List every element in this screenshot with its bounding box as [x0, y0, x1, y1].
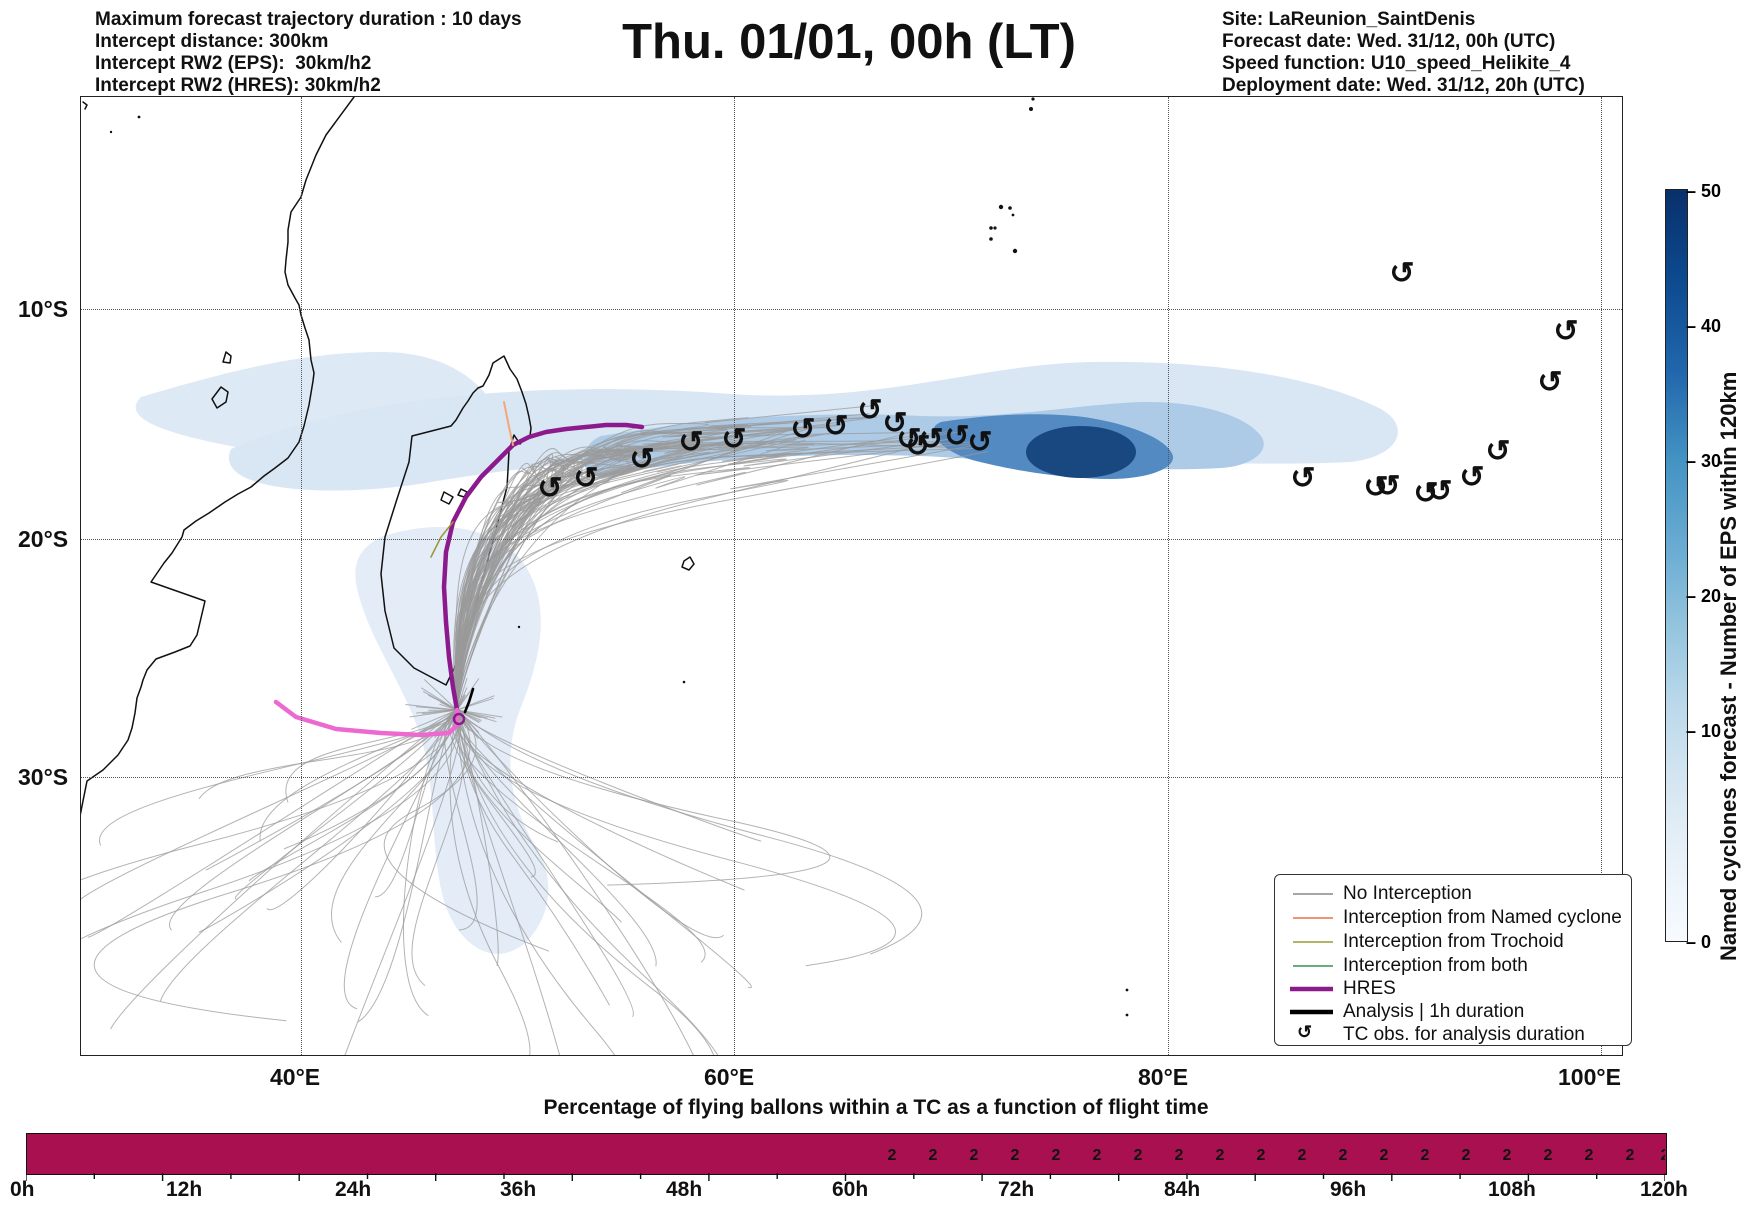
svg-text:2: 2: [1175, 1147, 1184, 1164]
svg-text:2: 2: [1661, 1147, 1665, 1164]
svg-text:2: 2: [1298, 1147, 1307, 1164]
svg-text:2: 2: [1626, 1147, 1635, 1164]
svg-text:2: 2: [1257, 1147, 1266, 1164]
svg-text:2: 2: [1585, 1147, 1594, 1164]
svg-text:2: 2: [1421, 1147, 1430, 1164]
svg-text:2: 2: [1216, 1147, 1225, 1164]
svg-text:2: 2: [1052, 1147, 1061, 1164]
svg-text:2: 2: [929, 1147, 938, 1164]
svg-text:2: 2: [888, 1147, 897, 1164]
svg-text:2: 2: [1093, 1147, 1102, 1164]
svg-text:2: 2: [1462, 1147, 1471, 1164]
svg-text:2: 2: [1544, 1147, 1553, 1164]
svg-text:2: 2: [1011, 1147, 1020, 1164]
svg-text:2: 2: [1134, 1147, 1143, 1164]
svg-text:2: 2: [1503, 1147, 1512, 1164]
svg-text:2: 2: [1339, 1147, 1348, 1164]
svg-text:2: 2: [1380, 1147, 1389, 1164]
svg-text:2: 2: [970, 1147, 979, 1164]
